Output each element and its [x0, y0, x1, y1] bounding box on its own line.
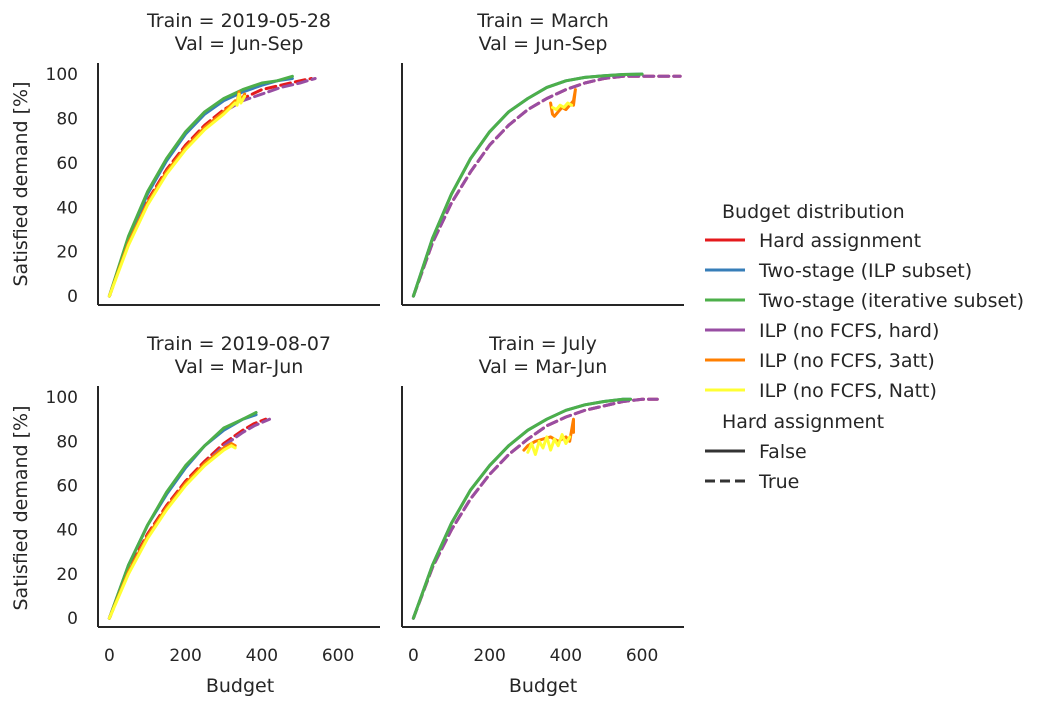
y-tick-label: 60	[56, 476, 78, 496]
y-tick-label: 100	[46, 65, 78, 85]
y-tick-label: 80	[56, 110, 78, 130]
series-line-two-stage-ilp-subset	[107, 77, 294, 298]
series-line-ilp-no-fcfs-3att	[107, 442, 237, 620]
series-line-two-stage-iterative-subset	[107, 411, 258, 620]
series-line-ilp-no-fcfs-hard	[107, 417, 271, 620]
y-tick-label: 100	[46, 388, 78, 408]
y-axis-label-bottom: Satisfied demand [%]	[10, 405, 32, 610]
legend-label-hard-assignment: Hard assignment	[759, 230, 921, 252]
series-line-two-stage-iterative-subset	[411, 72, 644, 298]
series-line-ilp-no-fcfs-natt	[107, 92, 247, 298]
x-tick-label: 600	[322, 646, 354, 666]
x-tick-label: 400	[246, 646, 278, 666]
series-line-two-stage-ilp-subset	[411, 397, 633, 620]
panel-title-line1: Train = July	[488, 333, 597, 355]
y-tick-label: 80	[56, 432, 78, 452]
legend-style-title: Hard assignment	[722, 411, 884, 433]
panel-title-line1: Train = 2019-08-07	[146, 333, 331, 355]
series-line-two-stage-iterative-subset	[411, 397, 633, 620]
series-line-two-stage-iterative-subset	[107, 74, 294, 298]
x-tick-label: 0	[408, 646, 419, 666]
y-axis-label-top: Satisfied demand [%]	[10, 81, 32, 286]
y-tick-label: 20	[56, 243, 78, 263]
series-line-ilp-no-fcfs-natt	[526, 433, 572, 456]
x-tick-label: 200	[473, 646, 505, 666]
panel-title-line2: Val = Mar-Jun	[479, 356, 608, 378]
legend-label-ilp-natt: ILP (no FCFS, Natt)	[759, 380, 937, 402]
y-tick-label: 0	[67, 609, 78, 629]
legend-label-false: False	[759, 441, 807, 463]
legend-label-two-stage-ilp: Two-stage (ILP subset)	[758, 260, 972, 282]
series-line-ilp-no-fcfs-natt	[551, 101, 574, 112]
panel-title-line2: Val = Jun-Sep	[479, 33, 608, 55]
series-line-two-stage-ilp-subset	[411, 72, 644, 298]
y-tick-label: 40	[56, 198, 78, 218]
y-tick-label: 20	[56, 565, 78, 585]
series-line-hard-assignment	[107, 417, 268, 620]
y-tick-label: 0	[67, 287, 78, 307]
legend-label-true: True	[758, 471, 799, 493]
series-line-ilp-no-fcfs-3att	[549, 88, 577, 118]
series-line-ilp-no-fcfs-natt	[107, 444, 237, 620]
series-line-ilp-no-fcfs-hard	[411, 397, 659, 620]
x-tick-label: 0	[104, 646, 115, 666]
series-line-ilp-no-fcfs-hard	[107, 77, 317, 298]
legend: Budget distribution Hard assignment Two-…	[705, 201, 1024, 493]
x-axis-label-left: Budget	[206, 675, 274, 697]
panel-title-line1: Train = 2019-05-28	[146, 10, 331, 32]
y-tick-label: 60	[56, 154, 78, 174]
series-line-hard-assignment	[411, 74, 682, 298]
x-tick-label: 200	[169, 646, 201, 666]
x-tick-label: 600	[626, 646, 658, 666]
series-line-ilp-no-fcfs-3att	[107, 90, 247, 298]
legend-label-two-stage-iterative: Two-stage (iterative subset)	[758, 290, 1024, 312]
legend-label-ilp-hard: ILP (no FCFS, hard)	[759, 320, 939, 342]
series-line-ilp-no-fcfs-hard	[411, 74, 682, 298]
x-tick-label: 400	[550, 646, 582, 666]
x-axis-label-right: Budget	[509, 675, 577, 697]
panel-title-line1: Train = March	[476, 10, 609, 32]
legend-label-ilp-3att: ILP (no FCFS, 3att)	[759, 350, 935, 372]
panel-title-line2: Val = Jun-Sep	[175, 33, 304, 55]
legend-title: Budget distribution	[722, 201, 905, 223]
panel-title-line2: Val = Mar-Jun	[175, 356, 304, 378]
y-tick-label: 40	[56, 521, 78, 541]
